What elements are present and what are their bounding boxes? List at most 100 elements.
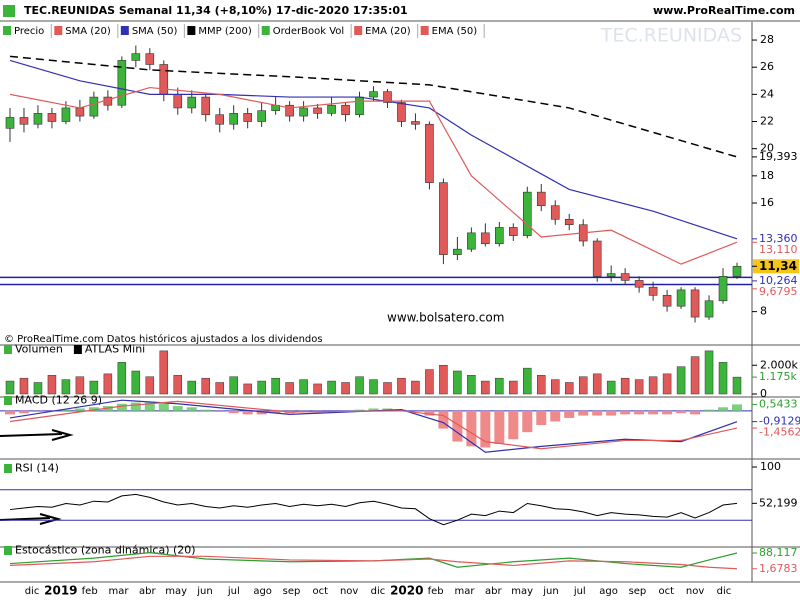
candle-body bbox=[145, 53, 155, 65]
x-tick-label: feb bbox=[82, 586, 98, 597]
candle-body bbox=[19, 117, 29, 125]
macd-bar bbox=[508, 410, 519, 440]
candle-body bbox=[509, 227, 518, 236]
candle-body bbox=[439, 182, 448, 255]
candle-body bbox=[5, 117, 15, 129]
x-tick-label: jun bbox=[196, 586, 212, 597]
x-tick-label: jul bbox=[573, 586, 586, 597]
indicator-line bbox=[9, 55, 738, 158]
macd-bar bbox=[130, 402, 141, 411]
macd-bar bbox=[88, 407, 99, 411]
volume-bar bbox=[173, 375, 183, 395]
x-tick-label: 2019 bbox=[44, 584, 77, 598]
candle-body bbox=[117, 60, 127, 106]
volume-bar bbox=[495, 377, 504, 395]
y-tick-label: 8 bbox=[760, 305, 767, 318]
macd-bar bbox=[214, 410, 225, 413]
volume-bar bbox=[327, 380, 336, 395]
candle-body bbox=[522, 191, 532, 236]
candle-body bbox=[718, 276, 728, 302]
legend-label: SMA (20) bbox=[65, 26, 111, 37]
volume-bar bbox=[732, 376, 742, 395]
price-label: -1,4562 bbox=[759, 426, 800, 439]
volume-bar bbox=[467, 375, 476, 395]
legend-label: OrderBook Vol bbox=[273, 26, 344, 37]
volume-bar bbox=[19, 377, 29, 395]
volume-bar bbox=[145, 376, 155, 395]
volume-bar bbox=[439, 365, 448, 395]
volume-bar bbox=[229, 376, 238, 395]
volume-bar bbox=[313, 383, 322, 395]
volume-bar bbox=[355, 376, 364, 395]
macd-bar bbox=[676, 410, 687, 414]
macd-bar bbox=[186, 407, 197, 411]
candle-body bbox=[243, 113, 252, 122]
legend-swatch bbox=[187, 26, 196, 35]
candle-body bbox=[606, 273, 616, 277]
candle-body bbox=[425, 123, 434, 183]
x-tick-label: may bbox=[165, 586, 187, 597]
volume-bar bbox=[383, 382, 392, 395]
candle-body bbox=[732, 265, 742, 277]
macd-bar bbox=[242, 410, 253, 415]
volume-bar bbox=[425, 369, 434, 395]
indicator-line bbox=[9, 400, 738, 450]
x-tick-label: mar bbox=[108, 586, 129, 597]
volume-bar bbox=[523, 367, 532, 395]
candle-body bbox=[75, 107, 85, 117]
price-label-bg bbox=[753, 259, 799, 274]
candle-body bbox=[592, 240, 602, 277]
candle-body bbox=[131, 53, 141, 61]
price-label: 1.175k bbox=[759, 370, 797, 383]
legend-swatch bbox=[120, 26, 129, 35]
panel-title: Volumen bbox=[15, 343, 63, 356]
volume-bar bbox=[578, 376, 588, 395]
y-tick-label: 26 bbox=[760, 60, 774, 73]
x-tick-label: dic bbox=[717, 586, 732, 597]
x-tick-label: oct bbox=[313, 586, 329, 597]
candle-body bbox=[536, 191, 546, 207]
volume-bar bbox=[411, 380, 420, 395]
legend-swatch bbox=[3, 26, 11, 35]
y-tick-label: 24 bbox=[760, 87, 774, 100]
candle-body bbox=[89, 96, 99, 117]
macd-bar bbox=[368, 408, 379, 411]
volume-bar bbox=[397, 377, 406, 395]
macd-bar bbox=[228, 410, 239, 414]
macd-bar bbox=[452, 410, 463, 442]
macd-bar bbox=[200, 409, 211, 411]
y-tick-label: 22 bbox=[760, 115, 774, 128]
volume-bar bbox=[592, 373, 602, 395]
candle-body bbox=[159, 64, 169, 95]
x-tick-label: oct bbox=[658, 586, 674, 597]
volume-bar bbox=[634, 379, 644, 395]
header-site: www.ProRealTime.com bbox=[653, 4, 795, 17]
rsi-line bbox=[9, 493, 738, 526]
y-tick-label: 18 bbox=[760, 169, 774, 182]
volume-bar bbox=[89, 380, 99, 395]
candle-body bbox=[453, 248, 462, 255]
x-tick-label: nov bbox=[686, 586, 704, 597]
candle-body bbox=[187, 96, 197, 109]
macd-bar bbox=[732, 404, 742, 411]
volume-bar bbox=[201, 377, 210, 395]
panel-title-swatch bbox=[4, 464, 12, 473]
y-tick-label: 16 bbox=[760, 196, 774, 209]
candle-body bbox=[648, 286, 658, 296]
candle-body bbox=[411, 121, 420, 125]
candle-body bbox=[495, 227, 504, 245]
volume-bar bbox=[662, 373, 672, 395]
price-label: 13,110 bbox=[759, 243, 798, 256]
macd-bar bbox=[690, 410, 701, 415]
candle-body bbox=[620, 273, 630, 281]
legend-swatch bbox=[354, 26, 363, 35]
y-tick-label: 0 bbox=[760, 387, 767, 400]
x-tick-label: 2020 bbox=[390, 584, 423, 598]
candle-body bbox=[481, 232, 490, 245]
volume-bar bbox=[690, 356, 700, 395]
price-label: 19,393 bbox=[759, 150, 798, 163]
x-tick-label: may bbox=[511, 586, 533, 597]
x-tick-label: abr bbox=[485, 586, 502, 597]
volume-bar bbox=[257, 380, 266, 395]
volume-bar bbox=[509, 380, 518, 395]
